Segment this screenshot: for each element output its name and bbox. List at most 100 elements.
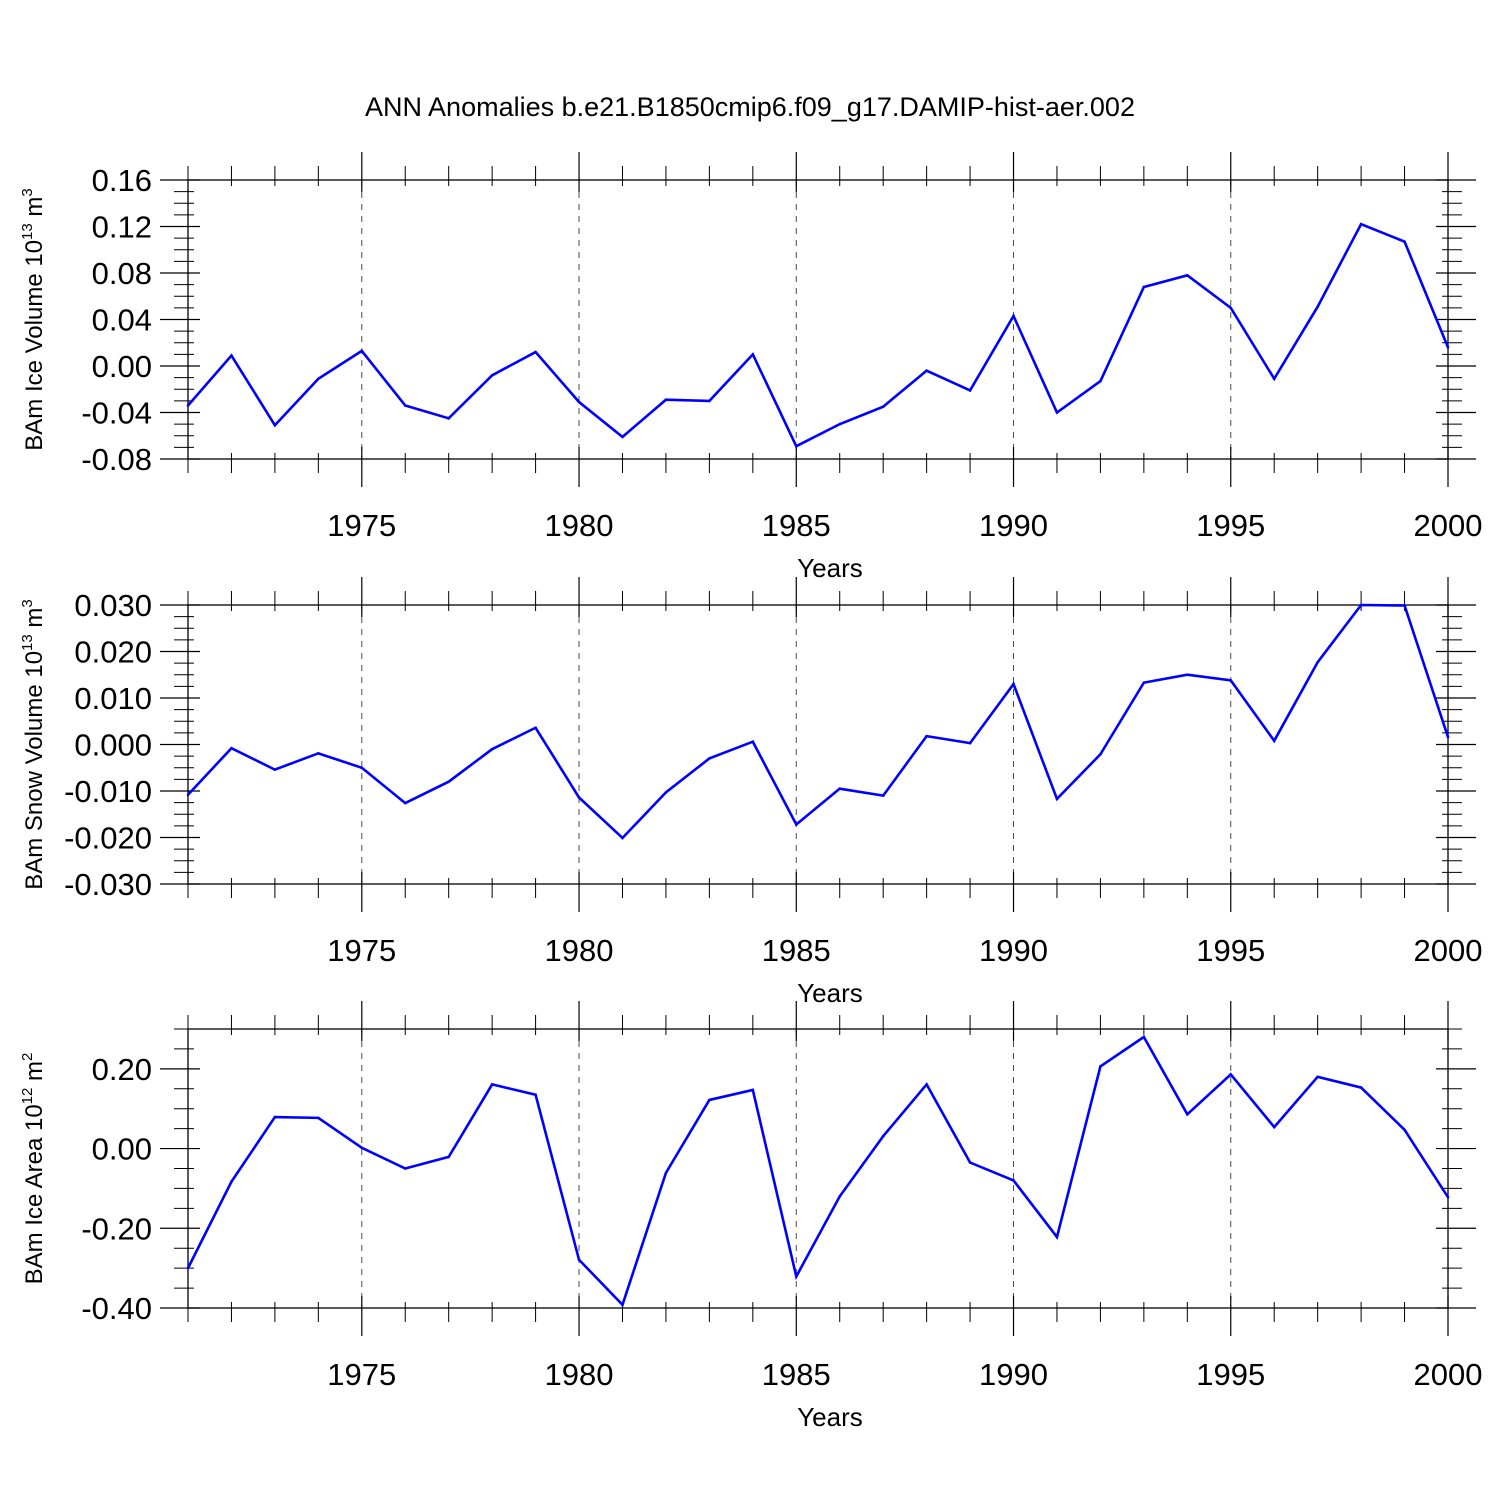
- data-point: [751, 353, 755, 356]
- data-point: [186, 404, 190, 407]
- y-axis-title-text: BAm Ice Volume 10: [21, 240, 48, 451]
- x-tick-label: 1990: [979, 933, 1048, 968]
- data-point: [1272, 739, 1276, 743]
- data-point: [186, 1266, 190, 1270]
- x-tick-label: 2000: [1414, 1357, 1483, 1392]
- data-point: [621, 836, 624, 840]
- series-line: [187, 603, 1450, 840]
- data-point: [1012, 682, 1015, 686]
- x-tick-label: 1980: [545, 1357, 614, 1392]
- data-point: [186, 793, 190, 797]
- data-point: [794, 1275, 798, 1278]
- x-tick-label: 2000: [1414, 508, 1483, 543]
- data-point: [838, 422, 842, 426]
- y-tick-label: 0.04: [92, 303, 152, 338]
- data-point: [1229, 306, 1233, 310]
- data-point: [1012, 1179, 1015, 1182]
- data-point: [317, 1116, 320, 1120]
- data-point: [838, 1195, 842, 1198]
- data-point: [925, 734, 928, 738]
- data-point: [447, 1155, 450, 1159]
- plot-frame: [187, 604, 1449, 885]
- data-point: [577, 1258, 581, 1262]
- data-point: [664, 398, 668, 402]
- data-point: [1316, 1075, 1319, 1079]
- x-tick-label: 1975: [327, 933, 396, 968]
- data-point: [1403, 1128, 1406, 1132]
- data-point: [360, 1146, 364, 1150]
- data-point: [490, 747, 494, 751]
- y-tick-label: 0.00: [92, 1132, 152, 1167]
- y-axis-title-exponent: 13: [19, 634, 36, 651]
- data-point: [1186, 274, 1189, 277]
- x-tick-label: 2000: [1414, 933, 1483, 968]
- data-point: [403, 801, 407, 805]
- y-tick-label: 0.12: [92, 210, 152, 245]
- data-point: [1142, 681, 1146, 684]
- x-axis-title: Years: [797, 978, 863, 1008]
- y-axis-title-text: m: [21, 608, 48, 635]
- y-tick-label: -0.010: [64, 774, 152, 809]
- y-tick-label: -0.08: [81, 442, 152, 477]
- data-point: [1446, 346, 1450, 349]
- x-tick-label: 1990: [979, 508, 1048, 543]
- figure-title: ANN Anomalies b.e21.B1850cmip6.f09_g17.D…: [365, 92, 1135, 122]
- data-point: [1359, 222, 1363, 226]
- y-tick-label: 0.030: [74, 588, 152, 623]
- x-tick-label: 1995: [1196, 933, 1265, 968]
- data-point: [447, 780, 450, 783]
- panels: -0.08 -0.04 0.00 0.04 0.08 0.12 0.16 1975 1980 19…: [19, 152, 1482, 1432]
- data-point: [273, 423, 277, 427]
- data-point: [794, 823, 798, 826]
- y-tick-label: -0.40: [81, 1291, 152, 1326]
- data-point: [1012, 314, 1015, 318]
- data-point: [577, 796, 581, 799]
- data-point: [1099, 379, 1102, 383]
- data-point: [1446, 735, 1450, 739]
- panel-2: -0.030 -0.020 -0.010 0.000 0.010 0.020 0.030 19…: [19, 577, 1482, 1008]
- data-point: [1229, 679, 1233, 682]
- data-point: [230, 746, 233, 750]
- data-point: [925, 369, 928, 372]
- data-point: [1403, 604, 1406, 607]
- plot-frame: [187, 1028, 1449, 1309]
- data-point: [1186, 1112, 1189, 1116]
- x-tick-label: 1975: [327, 1357, 396, 1392]
- x-tick-label: 1990: [979, 1357, 1048, 1392]
- x-tick-label: 1995: [1196, 1357, 1265, 1392]
- y-axis-title: BAm Ice Area 1012 m2: [19, 1053, 48, 1285]
- y-axis-title-text: BAm Snow Volume 10: [21, 651, 48, 890]
- y-axis-title-text: m: [21, 197, 48, 224]
- data-point: [534, 726, 537, 730]
- plot-frame: [187, 179, 1449, 460]
- data-point: [273, 1115, 277, 1119]
- data-point: [1186, 673, 1189, 677]
- x-axis-title: Years: [797, 1402, 863, 1432]
- data-point: [230, 1180, 233, 1183]
- panel-3: -0.40 -0.20 0.00 0.20 1975 1980 1985 1990 1995 20…: [19, 1001, 1482, 1432]
- data-point: [1403, 240, 1406, 243]
- x-tick-label: 1995: [1196, 508, 1265, 543]
- y-axis-title-text: m: [21, 1061, 48, 1088]
- data-point: [751, 1088, 755, 1092]
- data-point: [1229, 1073, 1233, 1076]
- data-point: [708, 1098, 711, 1102]
- data-point: [273, 768, 277, 771]
- x-tick-label: 1985: [762, 508, 831, 543]
- data-point: [968, 1161, 972, 1164]
- data-point: [1446, 1195, 1450, 1199]
- data-point: [664, 1171, 668, 1175]
- data-point: [881, 794, 885, 797]
- y-tick-label: 0.20: [92, 1052, 152, 1087]
- y-tick-label: 0.16: [92, 163, 152, 198]
- x-axis-title: Years: [797, 553, 863, 583]
- data-point: [708, 399, 711, 403]
- data-point: [664, 791, 668, 794]
- y-axis-title-exponent: 12: [19, 1088, 36, 1105]
- data-point: [881, 405, 885, 408]
- data-point: [1142, 1035, 1146, 1039]
- data-point: [534, 1093, 537, 1097]
- data-point: [621, 435, 624, 439]
- x-tick-label: 1980: [545, 933, 614, 968]
